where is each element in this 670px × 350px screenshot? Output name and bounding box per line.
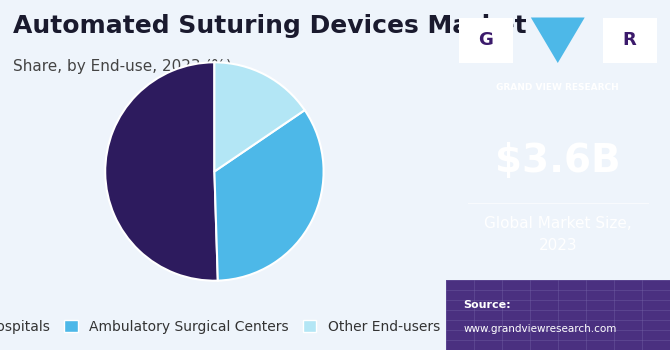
Polygon shape <box>531 18 585 63</box>
Legend: Hospitals, Ambulatory Surgical Centers, Other End-users: Hospitals, Ambulatory Surgical Centers, … <box>0 314 446 340</box>
FancyBboxPatch shape <box>603 18 657 63</box>
Text: Source:: Source: <box>464 300 511 309</box>
Text: Share, by End-use, 2023 (%): Share, by End-use, 2023 (%) <box>13 60 232 75</box>
Text: www.grandviewresearch.com: www.grandviewresearch.com <box>464 324 617 334</box>
FancyBboxPatch shape <box>459 18 513 63</box>
FancyBboxPatch shape <box>446 280 670 350</box>
Text: $3.6B: $3.6B <box>495 142 620 180</box>
Wedge shape <box>214 110 324 281</box>
Text: GRAND VIEW RESEARCH: GRAND VIEW RESEARCH <box>496 83 619 92</box>
Text: R: R <box>622 31 636 49</box>
Text: Global Market Size,
2023: Global Market Size, 2023 <box>484 217 632 252</box>
Text: G: G <box>478 31 493 49</box>
Wedge shape <box>105 62 218 281</box>
Wedge shape <box>214 62 305 172</box>
Text: Automated Suturing Devices Market: Automated Suturing Devices Market <box>13 14 527 38</box>
